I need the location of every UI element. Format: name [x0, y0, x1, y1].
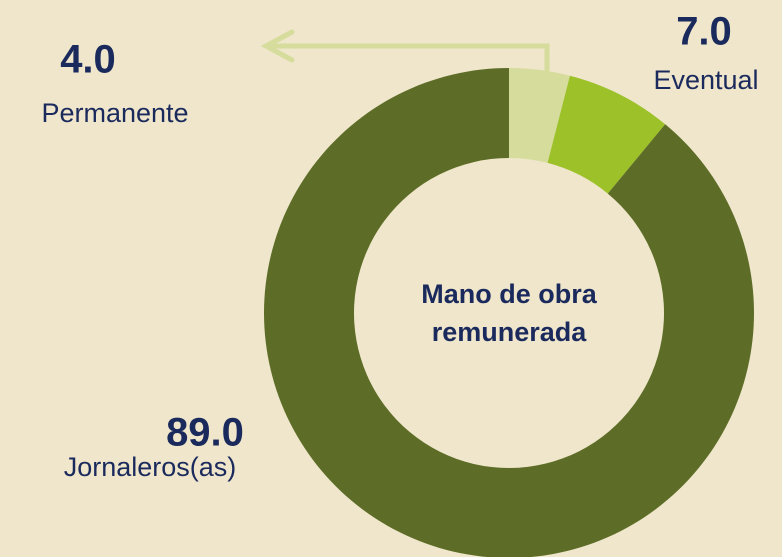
category-label: Jornaleros(as): [64, 452, 237, 482]
category-label: Permanente: [41, 98, 188, 128]
slice: [509, 68, 570, 163]
center-label: Mano de obra: [421, 279, 597, 309]
slice: [547, 75, 666, 194]
leader-arrow: [260, 29, 550, 72]
value-label: 7.0: [676, 10, 732, 54]
value-label: 4.0: [60, 38, 116, 82]
slices: [264, 68, 754, 557]
center-label: remunerada: [432, 317, 588, 347]
value-label: 89.0: [166, 411, 244, 455]
category-label: Eventual: [653, 65, 758, 95]
slice: [264, 68, 754, 557]
